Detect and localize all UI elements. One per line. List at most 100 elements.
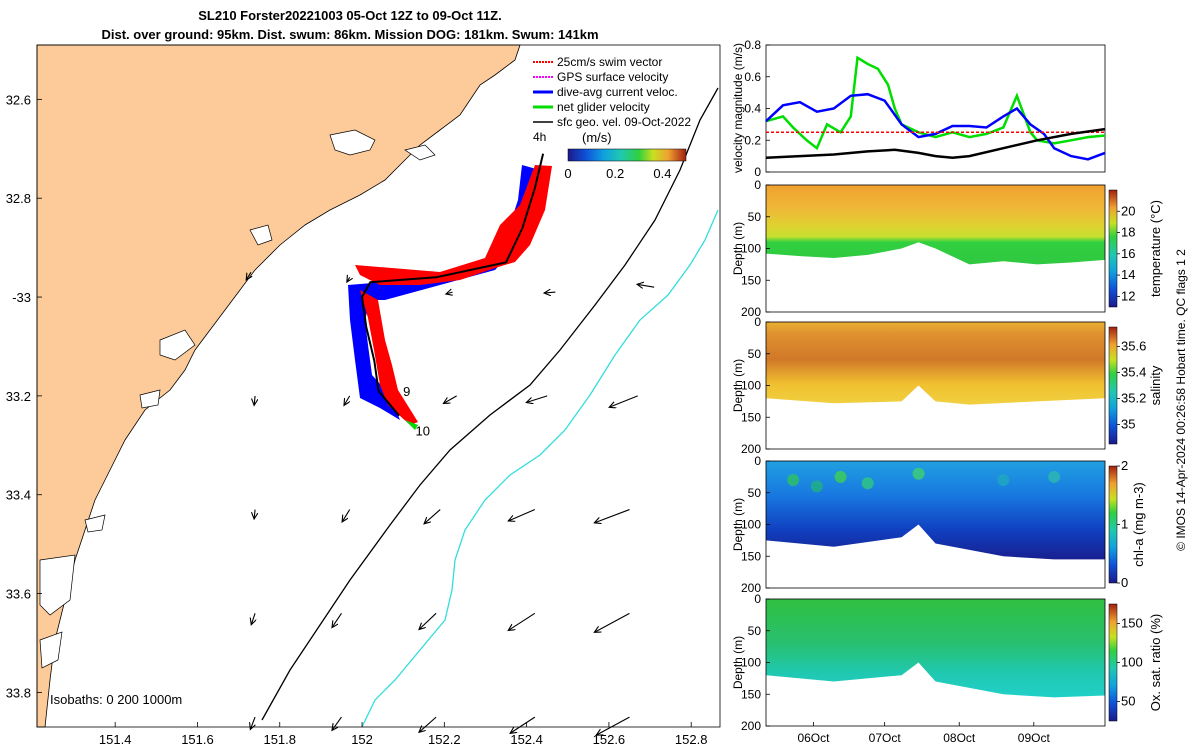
- geo-vector-arrow: [446, 292, 453, 294]
- section-x-tick-label: 09Oct: [1018, 731, 1051, 745]
- section-y-tick-label: 100: [741, 379, 761, 393]
- geo-vector-arrow: [419, 716, 437, 732]
- section-y-tick-label: 0: [754, 178, 761, 192]
- section-colorbar: [1108, 465, 1118, 584]
- geo-vector-arrow: [250, 716, 255, 729]
- chlorophyll-patch: [834, 470, 847, 483]
- section-y-tick-label: 200: [741, 442, 761, 456]
- geo-vector-arrow: [254, 509, 255, 520]
- legend-label: dive-avg current veloc.: [557, 85, 678, 99]
- glider-track-line: [360, 153, 545, 417]
- section-y-tick-label: 100: [741, 242, 761, 256]
- section-ylabel: Depth (m): [731, 222, 745, 275]
- lake-shape: [329, 129, 376, 156]
- geo-vector-arrow: [596, 716, 630, 735]
- chlorophyll-patch: [1048, 470, 1061, 483]
- section-y-tick-label: 200: [741, 305, 761, 319]
- geo-vector-arrow: [347, 277, 350, 282]
- geo-vector-arrow: [254, 395, 255, 406]
- section-y-tick-label: 150: [741, 687, 761, 701]
- section-x-tick-label: 07Oct: [869, 731, 902, 745]
- velocity-series: [765, 55, 1106, 161]
- lake-shape: [39, 631, 63, 669]
- velocity-ylabel: velocity magnitude (m/s): [731, 43, 745, 173]
- geo-vector-arrow: [508, 509, 536, 521]
- section-colorbar-label: Ox. sat. ratio (%): [1148, 614, 1163, 712]
- velocity-frame: [765, 44, 1106, 173]
- section-ylabel: Depth (m): [731, 359, 745, 412]
- map-y-tick-label: -33: [12, 290, 31, 305]
- title-line-1: SL210 Forster20221003 05-Oct 12Z to 09-O…: [198, 8, 502, 23]
- lake-shape: [84, 514, 106, 533]
- section-y-tick-label: 150: [741, 410, 761, 424]
- velocity-y-ticks: 0 0.2 0.4 0.6 0.8: [744, 38, 770, 179]
- section-y-tick-label: 50: [748, 486, 762, 500]
- scale-label: 4h: [533, 130, 546, 144]
- map-y-ticks: 32.6 32.8 -33 33.2 33.4 33.6 33.8: [6, 92, 42, 700]
- map-panel: 9 10 25cm/s swim vector GPS surface veloc…: [6, 44, 721, 747]
- section-colorbar-tick-label: 2: [1121, 458, 1128, 473]
- credit-text: © IMOS 14-Apr-2024 00:26:58 Hobart time.…: [1174, 249, 1188, 551]
- geo-vector-arrow: [594, 509, 630, 523]
- geo-vector-field: [246, 272, 655, 735]
- section-colorbar-tick-label: 100: [1121, 655, 1143, 670]
- geo-vector-arrow: [443, 395, 457, 404]
- section-data-fill: [766, 322, 1105, 405]
- geo-vector-arrow: [419, 612, 437, 629]
- section-colorbar-label: chl-a (mg m-3): [1131, 482, 1146, 567]
- map-colorbar: [567, 148, 687, 162]
- swim-vector-band: [360, 290, 418, 425]
- section-y-tick-label: 150: [741, 273, 761, 287]
- section-colorbar-tick-label: 1: [1121, 517, 1128, 532]
- geo-vector-arrow: [609, 395, 638, 407]
- geo-vector-arrow: [508, 612, 536, 630]
- velocity-y-tick-label: 0.4: [744, 102, 761, 116]
- lake-shape: [404, 144, 436, 161]
- map-colorbar-ticks: 0 0.2 0.4: [564, 166, 671, 181]
- velocity-y-tick-label: 0.6: [744, 70, 761, 84]
- section-colorbar-tick-label: 0: [1121, 575, 1128, 590]
- geo-vector-arrow: [342, 509, 351, 522]
- colorbar-unit-label: (m/s): [582, 130, 612, 145]
- swim-vector-band: [355, 165, 552, 285]
- lake-shape: [139, 389, 161, 409]
- section-colorbar-tick-label: 35.6: [1121, 339, 1146, 354]
- section-y-tick-label: 0: [754, 315, 761, 329]
- section-data-fill: [766, 461, 1105, 560]
- velocity-y-tick-label: 0: [754, 165, 761, 179]
- map-colorbar-tick-label: 0.4: [653, 166, 671, 181]
- chlorophyll-patch: [861, 477, 874, 490]
- geo-vector-arrow: [332, 716, 342, 730]
- velocity-y-tick-label: 0.8: [744, 38, 761, 52]
- map-x-tick-label: 152: [351, 732, 373, 747]
- chlorophyll-patch: [810, 480, 823, 493]
- chlorophyll-patch: [912, 467, 925, 480]
- section-y-tick-label: 0: [754, 592, 761, 606]
- geo-vector-arrow: [332, 613, 342, 627]
- geo-vector-arrow: [544, 292, 556, 293]
- section-y-tick-label: 150: [741, 549, 761, 563]
- map-y-tick-label: 33.8: [6, 685, 31, 700]
- section-colorbar: [1108, 326, 1118, 445]
- map-y-tick-label: 33.4: [6, 488, 31, 503]
- current-velocity-band: [348, 165, 540, 420]
- section-ylabel: Depth (m): [731, 636, 745, 689]
- isobaths-label: Isobaths: 0 200 1000m: [50, 692, 182, 707]
- section-x-tick-label: 06Oct: [797, 731, 830, 745]
- chlorophyll-patch: [787, 474, 800, 487]
- map-x-tick-label: 151.8: [263, 732, 296, 747]
- section-colorbar-tick-label: 35.2: [1121, 391, 1146, 406]
- section-x-tick-label: 08Oct: [943, 731, 976, 745]
- section-y-tick-label: 50: [748, 210, 762, 224]
- net-velocity-end: [405, 420, 418, 430]
- map-colorbar-tick-label: 0: [564, 166, 571, 181]
- section-x-ticks: 06Oct 07Oct 08Oct 09Oct: [797, 722, 1050, 745]
- legend-label: sfc geo. vel. 09-Oct-2022: [557, 115, 691, 129]
- section-colorbar: [1108, 189, 1118, 308]
- section-ylabel: Depth (m): [731, 498, 745, 551]
- geo-vector-arrow: [526, 395, 548, 403]
- geo-vector-arrow: [637, 284, 655, 287]
- section-colorbar-tick-label: 50: [1121, 694, 1135, 709]
- velocity-panel: 0 0.2 0.4 0.6 0.8 velocity magnitude (m/s): [731, 38, 1106, 179]
- isobath-1000m: [361, 209, 719, 728]
